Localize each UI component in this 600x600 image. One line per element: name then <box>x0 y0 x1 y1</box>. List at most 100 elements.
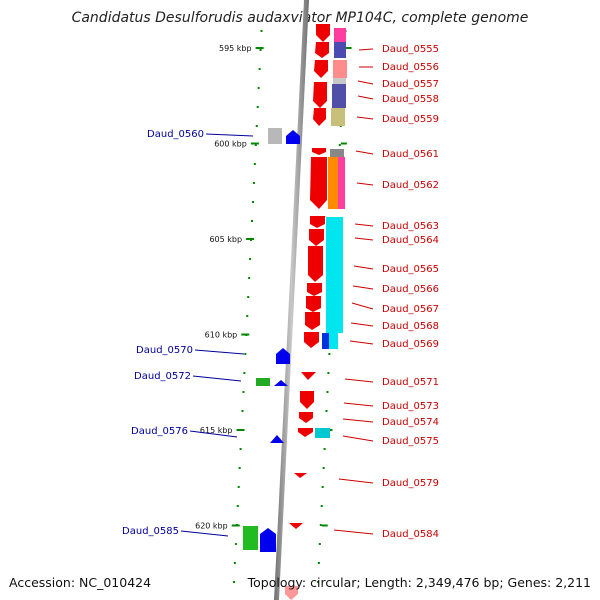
scale-tick <box>255 47 264 49</box>
gene-label-forward[interactable]: Daud_0561 <box>382 149 439 160</box>
box-0556 <box>333 60 347 78</box>
scale-tick-label: 620 kbp <box>195 522 228 531</box>
gene-arrow <box>312 148 326 155</box>
gene-label-reverse[interactable]: Daud_0576 <box>131 426 188 437</box>
gene-label-forward[interactable]: Daud_0557 <box>382 79 439 90</box>
leader-line <box>350 322 374 327</box>
scale-tick-label: 600 kbp <box>214 140 247 149</box>
leader-line <box>342 418 374 423</box>
gene-label-reverse[interactable]: Daud_0570 <box>136 345 193 356</box>
gene-label-forward[interactable]: Daud_0566 <box>382 284 439 295</box>
gene-arrow <box>305 312 320 330</box>
gene-arrow <box>310 216 325 228</box>
gene-arrow <box>306 296 321 312</box>
gene-labels: Daud_0555 Daud_0556 Daud_0557 Daud_0558 Daud… <box>122 44 439 540</box>
gene-label-forward[interactable]: Daud_0562 <box>382 180 439 191</box>
leader-line <box>355 150 374 155</box>
leader-line <box>354 237 374 241</box>
leader-line <box>180 530 229 537</box>
gene-arrow <box>289 523 303 529</box>
scale-tick <box>231 524 240 527</box>
gene-arrow <box>307 283 322 296</box>
leader-line <box>344 378 374 383</box>
leader-line <box>333 529 374 535</box>
reverse-gene-arrows <box>260 130 300 552</box>
gene-label-forward[interactable]: Daud_0565 <box>382 264 439 275</box>
gene-label-forward[interactable]: Daud_0558 <box>382 94 439 105</box>
box-0559 <box>331 108 345 126</box>
gene-label-forward[interactable]: Daud_0556 <box>382 62 439 73</box>
gene-arrow <box>304 332 319 348</box>
gene-label-forward[interactable]: Daud_0569 <box>382 339 439 350</box>
leader-line <box>358 48 374 51</box>
gene-label-forward[interactable]: Daud_0568 <box>382 321 439 332</box>
gene-label-forward[interactable]: Daud_0573 <box>382 401 439 412</box>
gene-label-forward[interactable]: Daud_0574 <box>382 417 439 428</box>
box-0562b <box>338 157 345 209</box>
gene-label-reverse[interactable]: Daud_0572 <box>134 371 191 382</box>
forward-gene-arrows <box>285 24 330 600</box>
gene-label-forward[interactable]: Daud_0559 <box>382 114 439 125</box>
gene-arrow <box>309 229 324 246</box>
label-leaders <box>180 48 374 537</box>
gene-arrow <box>286 130 300 144</box>
scale-tick-label: 615 kbp <box>200 426 233 435</box>
gene-arrow <box>300 391 314 409</box>
gene-arrow <box>276 348 290 364</box>
gene-arrow <box>308 246 323 282</box>
gene-arrow <box>310 157 327 209</box>
gene-label-reverse[interactable]: Daud_0560 <box>147 129 204 140</box>
gene-arrow <box>294 473 307 478</box>
leader-line <box>357 95 374 100</box>
gene-arrow <box>260 528 276 552</box>
gene-arrow <box>315 42 329 58</box>
leader-line <box>194 349 245 355</box>
gene-label-forward[interactable]: Daud_0571 <box>382 377 439 388</box>
leader-line <box>349 340 374 345</box>
leader-line <box>356 116 374 120</box>
scale-tick <box>246 238 255 240</box>
annotation-boxes <box>243 28 347 550</box>
gene-label-forward[interactable]: Daud_0563 <box>382 221 439 232</box>
leader-line <box>352 285 374 290</box>
gene-arrow <box>298 428 313 437</box>
gene-arrow <box>313 82 327 108</box>
gene-label-forward[interactable]: Daud_0555 <box>382 44 439 55</box>
box-0569b <box>329 333 338 349</box>
gene-label-forward[interactable]: Daud_0579 <box>382 478 439 489</box>
box-0572 <box>256 378 270 386</box>
box-0555 <box>334 28 346 42</box>
leader-line <box>189 430 238 438</box>
leader-line <box>357 80 374 85</box>
leader-line <box>351 302 374 310</box>
gene-arrow <box>274 380 288 386</box>
leader-line <box>356 182 374 186</box>
leader-line <box>338 478 374 484</box>
gene-label-forward[interactable]: Daud_0567 <box>382 304 439 315</box>
gene-label-reverse[interactable]: Daud_0585 <box>122 526 179 537</box>
scale-tick-label: 610 kbp <box>205 331 238 340</box>
scale-tick <box>241 333 250 336</box>
genome-title: Candidatus Desulforudis audaxviator MP10… <box>71 10 529 26</box>
leader-line <box>342 435 374 442</box>
box-0557 <box>333 78 346 84</box>
gene-label-forward[interactable]: Daud_0575 <box>382 436 439 447</box>
genome-axis <box>274 0 309 600</box>
gene-arrow <box>313 108 326 126</box>
leader-line <box>192 375 242 382</box>
gene-arrow <box>299 412 313 423</box>
scale-tick-label: 595 kbp <box>219 44 252 53</box>
scale-tick-label: 605 kbp <box>209 235 242 244</box>
gene-label-forward[interactable]: Daud_0564 <box>382 235 439 246</box>
box-0575 <box>315 428 330 438</box>
box-0560 <box>268 128 282 144</box>
box-0562a <box>328 157 338 209</box>
gene-label-forward[interactable]: Daud_0584 <box>382 529 439 540</box>
leader-line <box>353 265 374 270</box>
scale-tick <box>236 429 245 431</box>
box-0569a <box>322 333 329 349</box>
gene-arrow <box>301 372 316 380</box>
gene-arrow <box>285 586 298 600</box>
gene-arrow <box>314 60 328 78</box>
